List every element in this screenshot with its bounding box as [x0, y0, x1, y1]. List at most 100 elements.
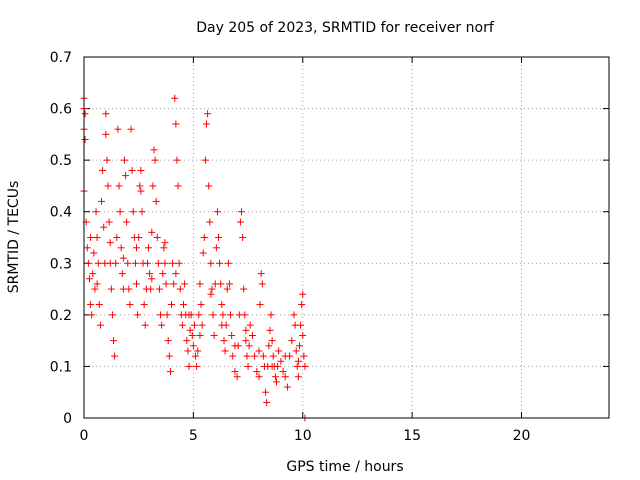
data-point	[96, 321, 104, 329]
data-point	[279, 368, 287, 376]
data-point	[133, 280, 140, 288]
data-point	[225, 280, 233, 288]
data-point	[300, 352, 308, 360]
data-point	[129, 208, 137, 216]
data-point	[198, 321, 206, 329]
data-point	[297, 321, 305, 329]
data-point	[246, 321, 254, 329]
data-point	[227, 311, 235, 319]
data-point	[98, 197, 105, 205]
data-point	[176, 285, 184, 293]
data-point	[299, 331, 307, 339]
data-point	[257, 270, 265, 278]
data-point	[108, 311, 116, 319]
data-point	[160, 244, 168, 252]
data-point	[269, 352, 277, 360]
data-point	[104, 182, 112, 190]
data-point	[163, 311, 171, 319]
data-point	[236, 218, 244, 226]
data-point	[273, 378, 280, 386]
data-point	[119, 254, 127, 262]
data-point	[184, 347, 192, 355]
data-point	[205, 182, 213, 190]
data-point	[88, 311, 96, 319]
data-point	[281, 373, 289, 381]
data-point	[265, 342, 273, 350]
data-point	[218, 321, 226, 329]
data-point	[168, 301, 175, 309]
x-tick-label: 5	[189, 428, 198, 444]
data-point	[299, 290, 307, 298]
data-point	[107, 285, 115, 293]
data-point	[244, 362, 252, 370]
data-point	[186, 326, 194, 334]
data-point	[99, 166, 107, 174]
data-point	[293, 362, 301, 370]
data-point	[203, 120, 210, 128]
y-tick-label: 0	[63, 411, 72, 427]
data-point	[243, 352, 251, 360]
data-point	[256, 301, 264, 309]
data-point	[152, 197, 160, 205]
data-point	[146, 270, 154, 278]
data-point	[196, 331, 204, 339]
data-point	[159, 270, 167, 278]
data-point	[95, 301, 103, 309]
plot-frame	[83, 56, 610, 419]
data-point	[100, 223, 108, 231]
data-point	[126, 301, 134, 309]
data-point	[301, 362, 309, 370]
data-point	[169, 259, 177, 267]
data-point	[193, 362, 201, 370]
data-point	[275, 347, 283, 355]
data-point	[290, 311, 298, 319]
data-point	[134, 311, 142, 319]
data-point	[166, 368, 174, 376]
data-point	[238, 208, 245, 216]
data-point	[120, 156, 128, 164]
data-point	[93, 280, 101, 288]
data-point	[124, 259, 132, 267]
data-point	[161, 259, 169, 267]
data-point	[197, 301, 205, 309]
data-points	[80, 94, 309, 422]
data-point	[271, 373, 279, 381]
data-point	[149, 182, 157, 190]
data-point	[84, 259, 92, 267]
data-point	[224, 259, 232, 267]
data-point	[208, 285, 216, 293]
data-point	[81, 110, 89, 118]
data-point	[118, 270, 126, 278]
data-point	[263, 399, 271, 407]
data-point	[162, 280, 170, 288]
data-point	[189, 342, 197, 350]
data-point	[240, 285, 248, 293]
data-point	[93, 234, 101, 241]
data-point	[210, 331, 218, 339]
y-tick-label: 0.5	[50, 153, 72, 169]
data-point	[188, 331, 196, 339]
data-point	[170, 280, 178, 288]
data-point	[206, 218, 214, 226]
data-point	[196, 280, 204, 288]
data-point	[117, 244, 125, 252]
data-point	[229, 352, 237, 360]
data-point	[207, 290, 215, 298]
data-point	[242, 337, 250, 345]
data-point	[292, 347, 300, 355]
data-point	[259, 352, 267, 360]
data-point	[123, 218, 131, 226]
data-point	[239, 234, 247, 241]
data-point	[122, 172, 130, 180]
data-point	[190, 321, 198, 329]
data-point	[155, 285, 163, 293]
data-point	[111, 352, 119, 360]
data-point	[283, 383, 291, 391]
data-point	[294, 357, 302, 365]
data-point	[172, 120, 180, 128]
data-point	[245, 342, 253, 350]
data-point	[204, 110, 212, 118]
data-point	[81, 136, 89, 144]
x-axis-label: GPS time / hours	[286, 459, 403, 475]
data-point	[125, 285, 133, 293]
